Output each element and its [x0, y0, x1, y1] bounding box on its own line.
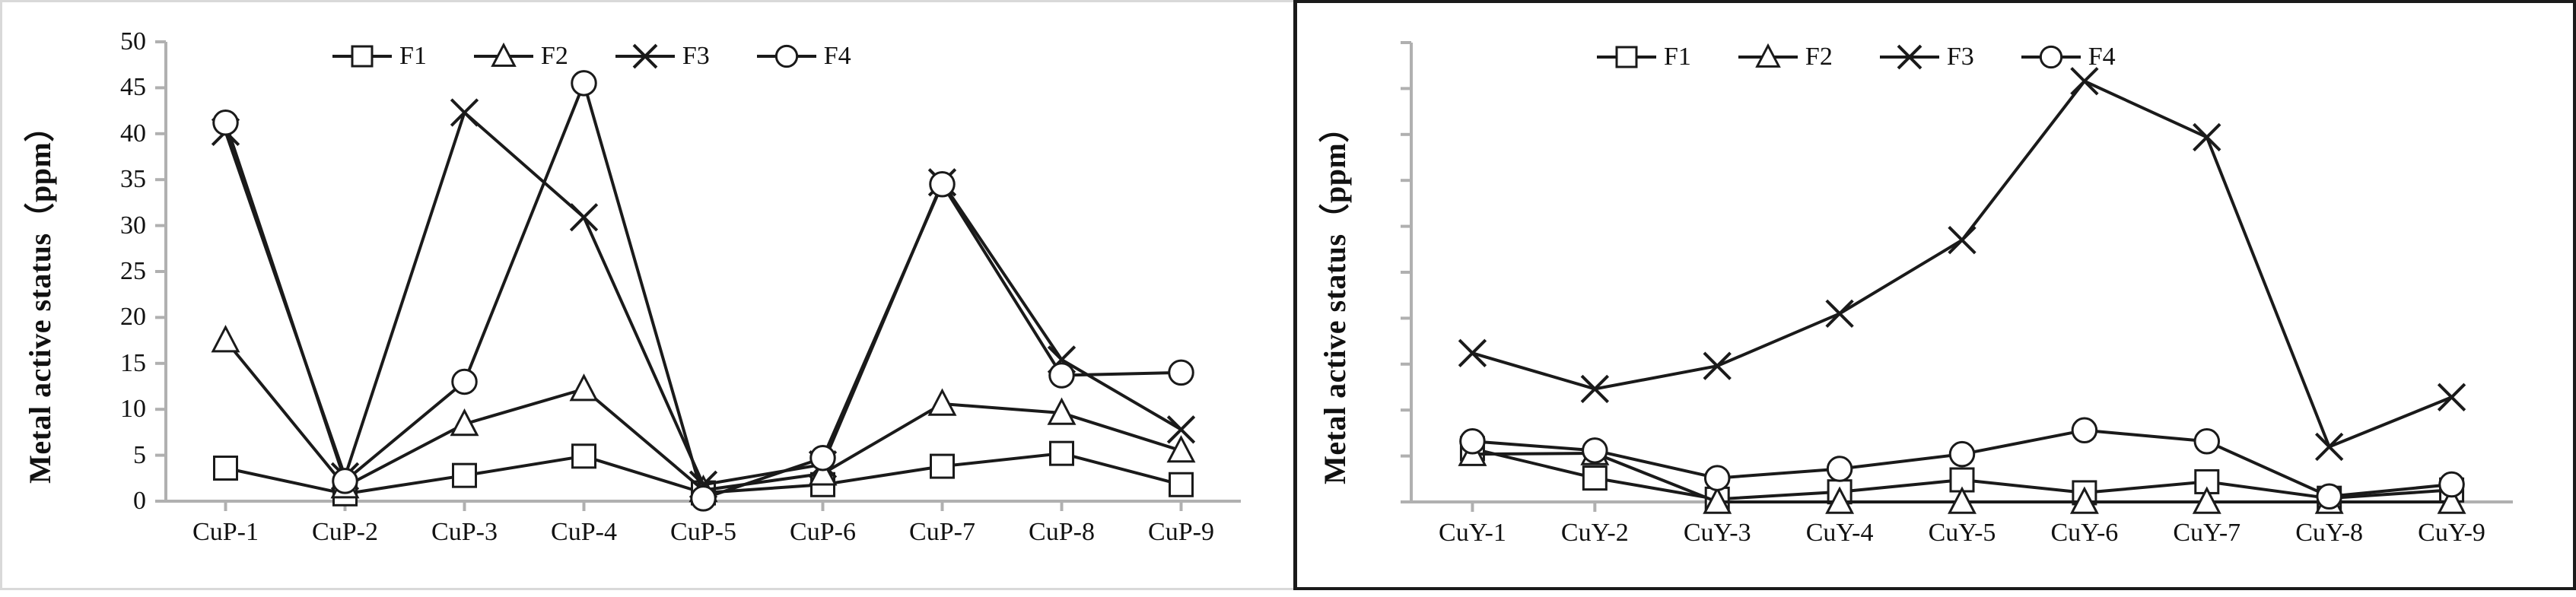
plot-area-left: F1 F2 F3 F4 50 45 40 35 30 25 20 15 10 5 0 CuP-1 CuP-2… [2, 2, 1293, 588]
legend-triangle-glyph [473, 42, 533, 67]
legend-label-f1: F1 [1664, 43, 1691, 71]
series-line [224, 81, 1181, 500]
legend-label-f1: F1 [399, 42, 427, 70]
circle-marker [2018, 40, 2084, 75]
legend-circle-glyph [2021, 45, 2081, 69]
legend-item-f3[interactable]: F3 [1877, 40, 1974, 75]
x-tick-label: CuY-4 [1805, 519, 1874, 547]
legend-label-f3: F3 [682, 42, 710, 70]
y-tick-label: 50 [120, 27, 146, 56]
chart-panel-right: Metal active status（ppm） F1 F2 F3 F4 CuY-1 C… [1293, 0, 2576, 590]
x-tick-label: CuY-9 [2418, 519, 2485, 547]
legend-label-f4: F4 [2088, 43, 2116, 71]
triangle-marker [1735, 40, 1801, 75]
legend-label-f4: F4 [823, 42, 851, 70]
legend-left: F1 F2 F3 F4 [329, 39, 895, 74]
legend-item-f4[interactable]: F4 [754, 39, 851, 74]
legend-item-f1[interactable]: F1 [1594, 40, 1691, 75]
x-tick-label: CuP-4 [551, 518, 617, 546]
y-tick-label: 45 [120, 73, 146, 102]
y-tick-label: 5 [133, 440, 146, 469]
y-tick-label: 35 [120, 165, 146, 194]
y-tick-label: 15 [120, 348, 146, 377]
x-tick-label: CuP-5 [670, 518, 736, 546]
legend-item-f3[interactable]: F3 [612, 39, 710, 74]
x-tick-label: CuP-9 [1148, 518, 1214, 546]
plot-area-right: F1 F2 F3 F4 CuY-1 CuY-2 CuY-3 CuY-4 CuY-5 CuY-6 C… [1297, 3, 2573, 587]
series-f4 [1459, 417, 2465, 510]
y-tick-label: 30 [120, 211, 146, 240]
y-tick-label: 40 [120, 119, 146, 148]
series-f4 [212, 70, 1194, 512]
x-tick-label: CuP-6 [790, 518, 856, 546]
legend-item-f2[interactable]: F2 [1735, 40, 1833, 75]
legend-item-f4[interactable]: F4 [2018, 40, 2116, 75]
x-tick-label: CuY-5 [1928, 519, 1996, 547]
circle-marker [754, 39, 819, 74]
y-tick-label: 20 [120, 303, 146, 332]
x-tick-label: CuP-1 [192, 518, 259, 546]
x-tick-label: CuY-6 [2050, 519, 2119, 547]
series-line [1471, 79, 2453, 449]
legend-item-f1[interactable]: F1 [329, 39, 427, 74]
x-marker [1877, 40, 1942, 75]
y-tick-label: 0 [133, 487, 146, 515]
legend-label-f2: F2 [1805, 43, 1833, 71]
legend-label-f2: F2 [540, 42, 568, 70]
square-marker [1594, 40, 1659, 75]
x-tick-label: CuP-3 [431, 518, 498, 546]
x-tick-label: CuP-2 [312, 518, 378, 546]
x-tick-label: CuY-8 [2295, 519, 2364, 547]
legend-right: F1 F2 F3 F4 [1594, 40, 2160, 75]
line-chart-svg-right [1401, 41, 2513, 514]
line-chart-svg-left [155, 40, 1241, 512]
x-tick-label: CuY-2 [1560, 519, 1629, 547]
series-line [224, 111, 1182, 487]
series-f3 [211, 98, 1196, 499]
x-tick-label: CuY-1 [1439, 519, 1506, 547]
series-f3 [1458, 67, 2466, 462]
legend-square-glyph [332, 45, 392, 68]
legend-x-glyph [615, 43, 675, 69]
square-marker [329, 39, 395, 74]
series-line [224, 339, 1182, 492]
legend-label-f3: F3 [1946, 43, 1974, 71]
y-tick-label: 10 [120, 395, 146, 424]
x-tick-label: CuP-8 [1029, 518, 1095, 546]
legend-item-f2[interactable]: F2 [471, 39, 568, 74]
x-tick-label: CuP-7 [909, 518, 975, 546]
legend-circle-glyph [756, 44, 816, 68]
x-marker [612, 39, 678, 74]
triangle-marker [471, 39, 536, 74]
legend-triangle-glyph [1738, 43, 1798, 68]
legend-square-glyph [1597, 46, 1656, 68]
y-tick-label: 25 [120, 257, 146, 285]
chart-panel-left: Metal active status（ppm） F1 F2 F3 F4 50 45 40… [0, 0, 1293, 590]
x-tick-label: CuY-7 [2173, 519, 2241, 547]
legend-x-glyph [1879, 44, 1939, 70]
x-tick-label: CuY-3 [1683, 519, 1751, 547]
